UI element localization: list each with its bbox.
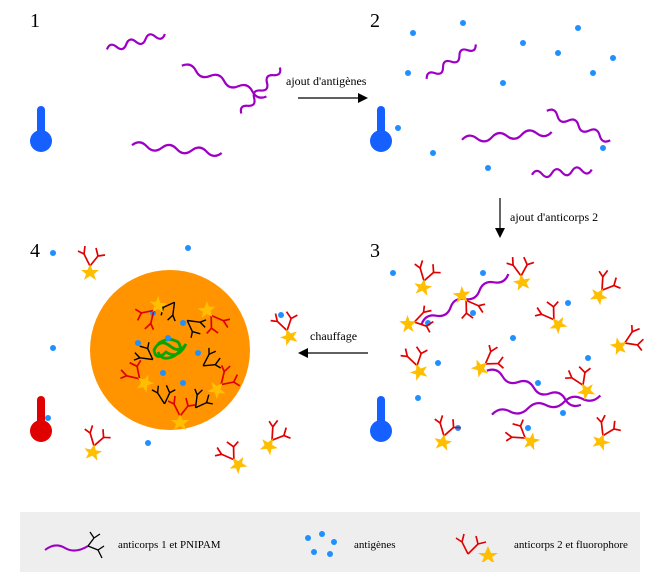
panel-3-number: 3 [370,240,380,263]
legend-item-ab1: anticorps 1 et PNIPAM [40,528,221,562]
antibody2-fluorophore [497,247,543,293]
antibody2-fluorophore [70,240,110,280]
antigen-dot [165,335,171,341]
thermometer-bulb [370,420,392,442]
antibody2-fluorophore [422,407,468,453]
ab1-pnipam-icon [40,528,110,562]
antibody2-fluorophore [160,390,200,430]
panel-4-number: 4 [30,240,40,263]
arrow-3-4 [298,345,368,361]
pnipam-chain [529,154,601,190]
thermometer-bulb [30,420,52,442]
arrow-2-3 [492,198,508,238]
legend: anticorps 1 et PNIPAM antigènes anticorp… [20,512,640,572]
thermometer-bulb [30,130,52,152]
thermometer-bulb [370,130,392,152]
arrow-3-4-label: chauffage [310,329,357,344]
legend-item-ab2: anticorps 2 et fluorophore [450,528,628,562]
antigen-dot [195,350,201,356]
antigen-dot [180,320,186,326]
arrow-1-2-label: ajout d'antigènes [286,74,366,89]
panel-2-number: 2 [370,10,380,33]
arrow-1-2 [298,90,368,106]
ab2-fluoro-icon [450,528,506,562]
legend-item-antigen: antigènes [300,528,396,562]
legend-item-ab1-label: anticorps 1 et PNIPAM [118,539,221,551]
antigen-dot [180,380,186,386]
legend-item-ab2-label: anticorps 2 et fluorophore [514,539,628,551]
antibody2-fluorophore [72,417,118,463]
legend-item-antigen-label: antigènes [354,539,396,551]
panel-1-number: 1 [30,10,40,33]
antigen-icon [300,528,346,562]
arrow-2-3-label: ajout d'anticorps 2 [510,210,598,225]
antigen-dot [135,340,141,346]
antibody2-fluorophore [402,252,448,298]
